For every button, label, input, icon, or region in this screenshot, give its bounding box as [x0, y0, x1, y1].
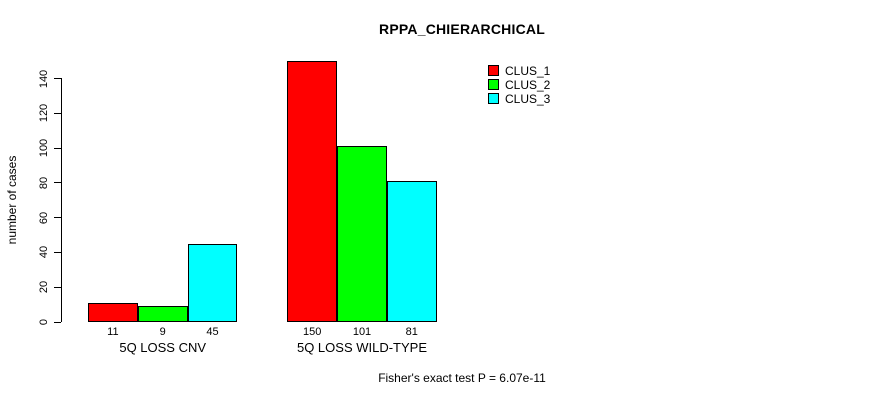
bar-value-label: 11	[107, 326, 119, 338]
y-tick-mark	[54, 182, 61, 184]
category-label: 5Q LOSS WILD-TYPE	[296, 340, 428, 355]
y-tick-label: 140	[38, 69, 50, 88]
y-tick-label: 40	[38, 246, 50, 259]
y-tick-label: 0	[38, 318, 50, 326]
y-tick-mark	[54, 286, 61, 288]
y-tick-mark	[54, 321, 61, 323]
y-tick-label: 100	[38, 138, 50, 158]
legend-item-clus_3: CLUS_3	[488, 91, 551, 106]
y-tick-label: 80	[38, 176, 50, 189]
y-tick-mark	[54, 217, 61, 219]
legend-label: CLUS_1	[505, 63, 551, 78]
bar-value-label: 45	[206, 326, 219, 338]
y-tick-mark	[54, 147, 61, 149]
bar-value-label: 9	[159, 326, 166, 338]
bar-clus_3-group2	[386, 181, 437, 322]
fisher-test-annotation: Fisher's exact test P = 6.07e-11	[378, 371, 546, 385]
bar-clus_3-group1	[187, 243, 238, 322]
y-tick-label: 20	[38, 281, 50, 294]
y-tick-mark	[54, 251, 61, 253]
bar-clus_1-group2	[287, 61, 338, 322]
bar-value-label: 150	[303, 326, 322, 338]
legend-label: CLUS_3	[505, 91, 551, 106]
y-axis-line	[61, 78, 62, 322]
bar-clus_2-group2	[337, 146, 387, 322]
bar-value-label: 101	[352, 326, 372, 338]
legend-swatch-icon	[488, 65, 499, 76]
legend-swatch-icon	[488, 79, 499, 90]
chart-title: RPPA_CHIERARCHICAL	[379, 21, 545, 37]
y-axis-label: number of cases	[5, 155, 19, 245]
bar-value-label: 81	[405, 326, 418, 338]
category-label: 5Q LOSS CNV	[119, 340, 207, 355]
legend-item-clus_2: CLUS_2	[488, 77, 551, 92]
legend-swatch-icon	[488, 93, 499, 104]
legend-label: CLUS_2	[505, 77, 551, 92]
legend: CLUS_1 CLUS_2 CLUS_3	[488, 64, 550, 106]
y-tick-mark	[54, 78, 61, 79]
bar-clus_1-group1	[88, 302, 138, 322]
y-tick-label: 120	[38, 104, 50, 123]
bar-clus_2-group1	[137, 306, 188, 322]
y-tick-label: 60	[38, 211, 50, 224]
y-tick-mark	[54, 112, 61, 114]
legend-item-clus_1: CLUS_1	[488, 63, 551, 78]
